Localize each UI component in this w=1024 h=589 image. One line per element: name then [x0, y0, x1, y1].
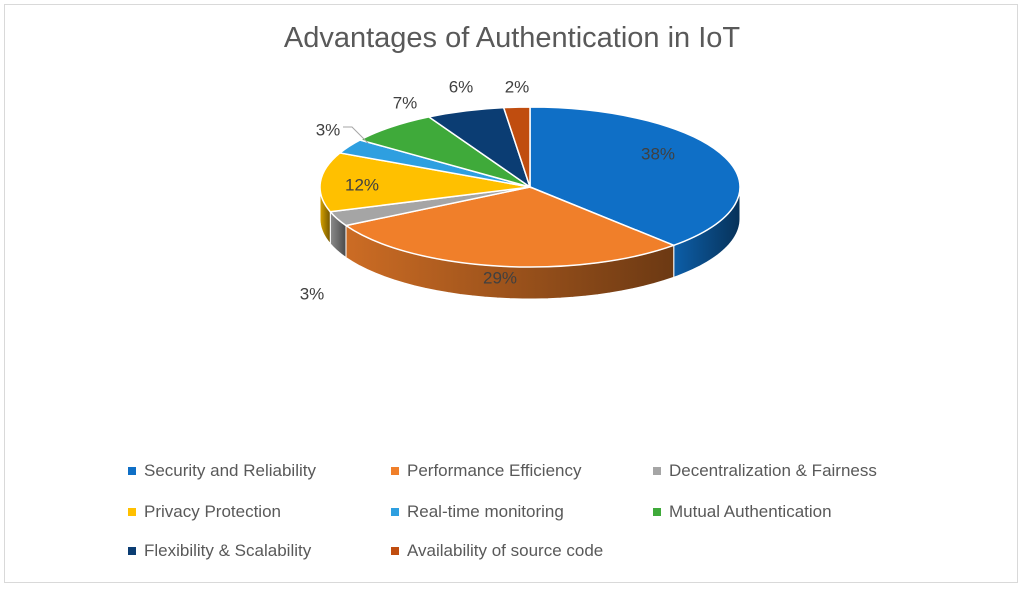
legend-item-0: Security and Reliability	[128, 461, 316, 481]
legend-swatch	[391, 547, 399, 555]
legend-item-7: Availability of source code	[391, 541, 603, 561]
legend-item-5: Mutual Authentication	[653, 502, 832, 522]
data-label-7: 2%	[505, 77, 530, 96]
legend-item-2: Decentralization & Fairness	[653, 461, 877, 481]
legend-label: Performance Efficiency	[407, 461, 582, 480]
legend-swatch	[653, 508, 661, 516]
data-label-2: 3%	[300, 284, 325, 303]
legend-label: Decentralization & Fairness	[669, 461, 877, 480]
data-labels: 38% 29% 3% 12% 3% 7% 6% 2%	[300, 77, 675, 303]
data-label-1: 29%	[483, 268, 517, 287]
legend-swatch	[653, 467, 661, 475]
legend-item-4: Real-time monitoring	[391, 502, 564, 522]
legend-swatch	[128, 547, 136, 555]
legend-label: Availability of source code	[407, 541, 604, 560]
legend-item-6: Flexibility & Scalability	[128, 541, 311, 561]
data-label-3: 12%	[345, 175, 379, 194]
legend-label: Mutual Authentication	[669, 502, 832, 521]
legend-swatch	[391, 467, 399, 475]
chart-title: Advantages of Authentication in IoT	[283, 22, 741, 54]
legend-label: Privacy Protection	[144, 502, 281, 521]
pie-tops	[319, 106, 741, 268]
legend-label: Flexibility & Scalability	[144, 541, 312, 560]
data-label-5: 7%	[393, 93, 418, 112]
legend-swatch	[128, 508, 136, 516]
legend-label: Security and Reliability	[144, 461, 316, 480]
leader-line	[343, 126, 369, 144]
legend-item-3: Privacy Protection	[128, 502, 281, 522]
legend-swatch	[391, 508, 399, 516]
data-label-4: 3%	[316, 120, 341, 139]
pie-slice-0	[529, 106, 741, 247]
legend-label: Real-time monitoring	[407, 502, 564, 521]
pie-slice-1	[344, 186, 676, 268]
legend-swatch	[128, 467, 136, 475]
data-label-0: 38%	[641, 144, 675, 163]
pie-slice-7	[502, 106, 531, 188]
pie-slice-3	[319, 152, 531, 213]
data-label-6: 6%	[449, 77, 474, 96]
legend-item-1: Performance Efficiency	[391, 461, 581, 481]
